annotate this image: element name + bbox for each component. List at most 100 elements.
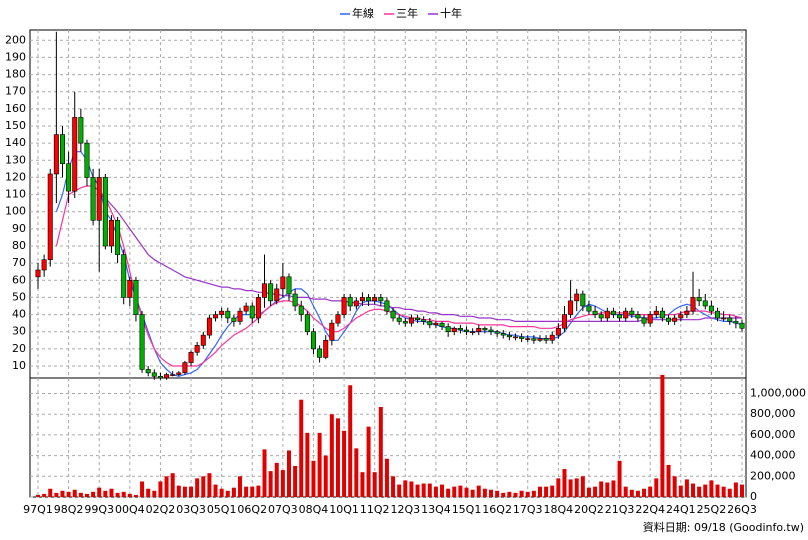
volume-bar: [617, 460, 622, 497]
candle-body: [115, 219, 121, 255]
volume-bar: [280, 470, 285, 497]
y-tick-label: 10: [12, 359, 26, 372]
candle-body: [280, 276, 286, 290]
volume-tick-label: 200,000: [750, 469, 796, 482]
volume-bar: [660, 374, 665, 497]
volume-bar: [495, 490, 500, 497]
volume-bar: [317, 432, 322, 497]
candle-body: [421, 319, 427, 322]
candle-body: [653, 310, 659, 315]
volume-bar: [293, 465, 298, 497]
candle-body: [451, 327, 457, 333]
volume-bar: [195, 478, 200, 497]
candle-body: [696, 297, 702, 302]
volume-bar: [48, 488, 53, 497]
x-tick-label: 21Q3: [605, 503, 635, 516]
candle-body: [35, 269, 41, 278]
y-tick-label: 200: [5, 33, 26, 46]
candle-body: [666, 317, 672, 322]
candle-body: [439, 322, 445, 327]
candle-body: [580, 293, 586, 307]
volume-bar: [146, 488, 151, 497]
volume-bar: [593, 486, 598, 497]
y-tick-label: 190: [5, 50, 26, 63]
x-tick-label: 18Q4: [544, 503, 574, 516]
candle-body: [225, 310, 231, 319]
volume-bar: [140, 481, 145, 497]
candle-body: [470, 331, 476, 334]
candle-body: [604, 310, 610, 319]
candle-body: [200, 334, 206, 346]
volume-bar: [740, 484, 744, 497]
volume-bar: [182, 486, 187, 497]
candle-body: [304, 314, 310, 333]
candle-body: [574, 293, 580, 302]
candle-body: [262, 283, 268, 298]
candle-body: [494, 331, 500, 334]
x-tick-label: 98Q2: [54, 503, 84, 516]
volume-bar: [642, 488, 647, 497]
volume-bar: [525, 491, 530, 497]
volume-bar: [489, 489, 494, 497]
candle-body: [102, 177, 108, 247]
candle-body: [592, 310, 598, 315]
x-tick-label: 17Q3: [513, 503, 543, 516]
price-frame: [29, 29, 747, 379]
candle-body: [739, 322, 745, 329]
volume-bar: [305, 432, 310, 497]
x-tick-label: 24Q1: [666, 503, 696, 516]
x-tick-label: 00Q4: [115, 503, 145, 516]
volume-bar: [323, 455, 328, 497]
x-tick-label: 08Q4: [299, 503, 329, 516]
volume-bar: [611, 480, 616, 497]
candle-body: [519, 336, 525, 339]
x-tick-label: 20Q2: [574, 503, 604, 516]
candle-body: [641, 317, 647, 324]
volume-bar: [684, 479, 689, 497]
volume-bar: [158, 481, 163, 497]
candle-body: [623, 310, 629, 319]
volume-bar: [715, 484, 720, 497]
x-tick-label: 13Q4: [421, 503, 451, 516]
volume-bar: [599, 481, 604, 497]
candle-body: [433, 322, 439, 326]
y-tick-label: 100: [5, 205, 26, 218]
candle-body: [298, 305, 304, 315]
candle-body: [274, 288, 280, 302]
volume-bar: [36, 494, 40, 497]
y-tick-label: 170: [5, 85, 26, 98]
legend-label: 十年: [440, 6, 462, 20]
volume-bar: [709, 480, 714, 497]
candle-body: [341, 297, 347, 315]
candle-body: [84, 142, 90, 178]
volume-bar: [458, 485, 463, 497]
candle-body: [164, 374, 170, 379]
volume-bar: [562, 469, 567, 497]
volume-bar: [299, 399, 304, 497]
volume-bar: [648, 486, 653, 497]
volume-bar: [354, 448, 359, 497]
y-tick-label: 160: [5, 102, 26, 115]
volume-bar: [550, 485, 555, 497]
volume-bar: [72, 489, 77, 497]
volume-bar: [544, 486, 549, 497]
x-tick-label: 97Q1: [23, 503, 53, 516]
volume-bar: [733, 482, 738, 497]
y-tick-label: 40: [12, 308, 26, 321]
y-tick-label: 60: [12, 273, 26, 286]
volume-bar: [152, 490, 157, 497]
volume-bar: [384, 458, 389, 497]
candle-body: [531, 338, 537, 341]
volume-bar: [170, 473, 175, 497]
volume-bar: [421, 483, 426, 497]
volume-bar: [78, 492, 83, 497]
volume-bar: [556, 478, 561, 497]
candle-body: [151, 372, 157, 377]
volume-bar: [513, 492, 518, 497]
legend-label: 年線: [352, 6, 374, 20]
volume-tick-label: 800,000: [750, 407, 796, 420]
volume-bar: [507, 491, 512, 497]
candle-body: [182, 362, 188, 374]
volume-bar: [501, 492, 506, 497]
volume-bar: [127, 493, 132, 497]
